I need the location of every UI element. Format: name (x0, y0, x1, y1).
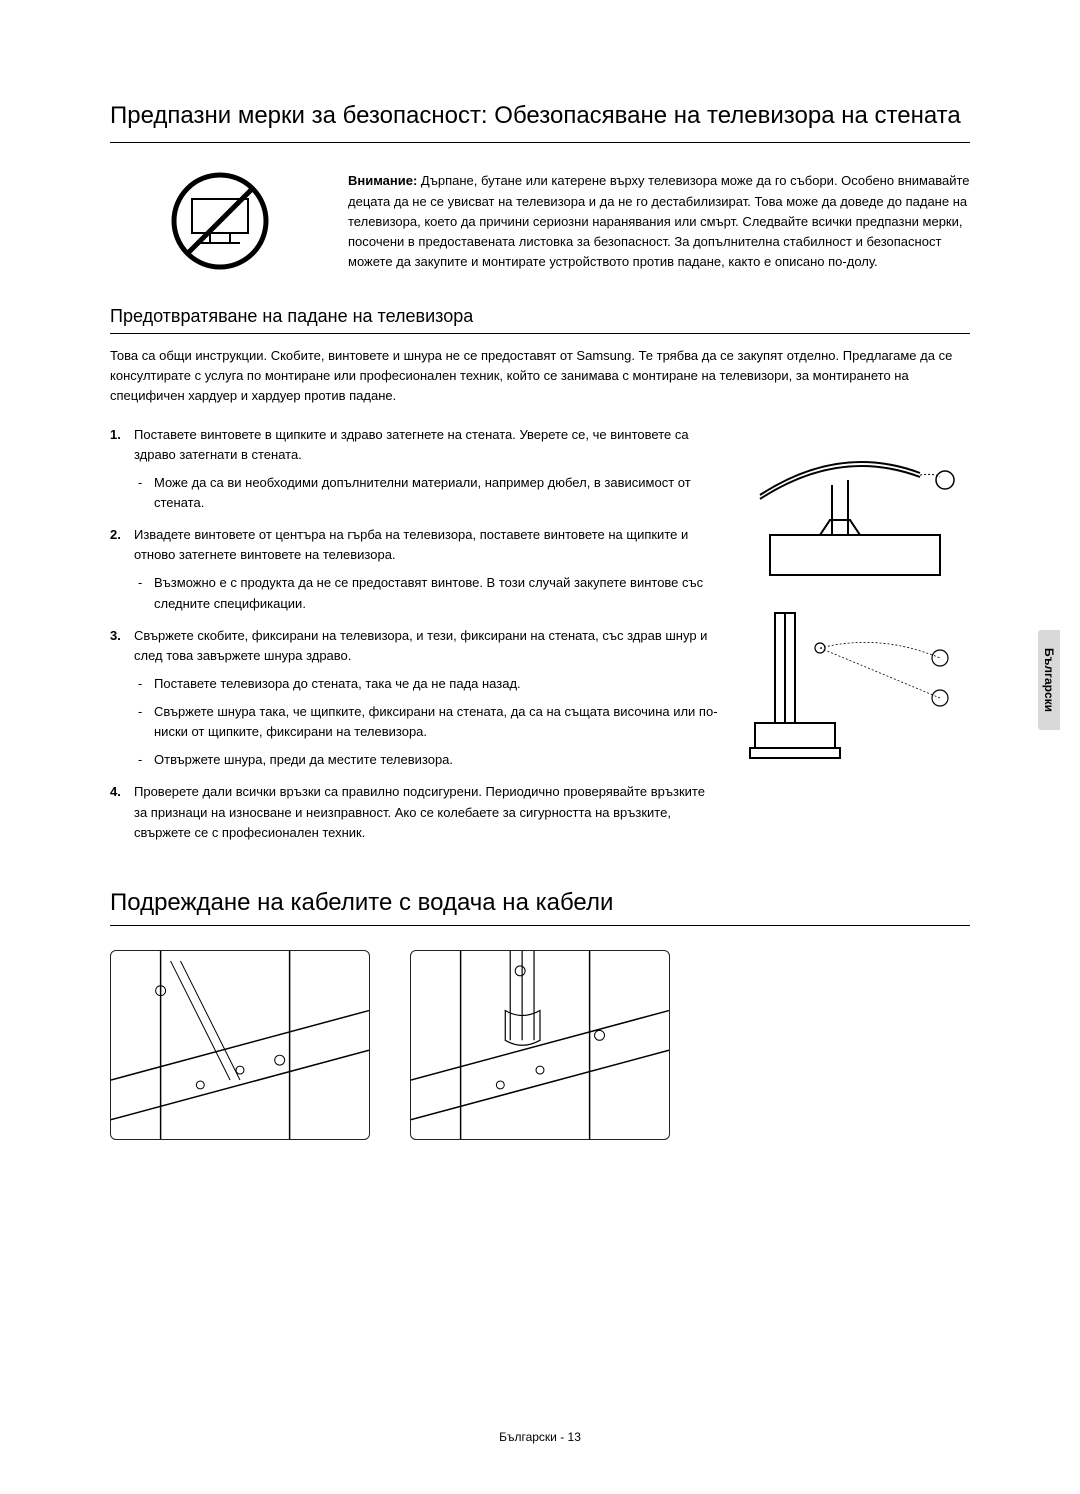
step-2: Извадете винтовете от центъра на гърба н… (110, 525, 720, 614)
warning-label: Внимание: (348, 173, 417, 188)
warning-body: Дърпане, бутане или катерене върху телев… (348, 173, 970, 269)
cable-figure-1 (110, 950, 370, 1140)
step-3-sub-c: Отвържете шнура, преди да местите телеви… (134, 750, 720, 770)
step-1-text: Поставете винтовете в щипките и здраво з… (134, 427, 689, 462)
page-title: Предпазни мерки за безопасност: Обезопас… (110, 100, 970, 143)
step-3-sub-a: Поставете телевизора до стената, така че… (134, 674, 720, 694)
step-2-sub: Възможно е с продукта да не се предостав… (134, 573, 720, 613)
page-footer: Български - 13 (0, 1430, 1080, 1444)
warning-block: Внимание: Дърпане, бутане или катерене в… (110, 171, 970, 272)
step-3-sub-b: Свържете шнура така, че щипките, фиксира… (134, 702, 720, 742)
cable-title: Подреждане на кабелите с водача на кабел… (110, 889, 970, 926)
intro-paragraph: Това са общи инструкции. Скобите, винтов… (110, 346, 970, 406)
step-3: Свържете скобите, фиксирани на телевизор… (110, 626, 720, 771)
figure-side-mount (740, 603, 970, 763)
step-2-text: Извадете винтовете от центъра на гърба н… (134, 527, 688, 562)
step-3-text: Свържете скобите, фиксирани на телевизор… (134, 628, 707, 663)
steps-list: Поставете винтовете в щипките и здраво з… (110, 425, 720, 855)
warning-text: Внимание: Дърпане, бутане или катерене в… (348, 171, 970, 272)
cable-figure-2 (410, 950, 670, 1140)
figure-top-mount (740, 425, 970, 585)
step-4: Проверете дали всички връзки са правилно… (110, 782, 720, 842)
step-figures (740, 425, 970, 855)
step-1: Поставете винтовете в щипките и здраво з… (110, 425, 720, 514)
no-climb-icon (170, 171, 320, 272)
language-tab: Български (1038, 630, 1060, 730)
subheading: Предотвратяване на падане на телевизора (110, 306, 970, 334)
step-1-sub: Може да са ви необходими допълнителни ма… (134, 473, 720, 513)
cable-figures (110, 950, 970, 1140)
